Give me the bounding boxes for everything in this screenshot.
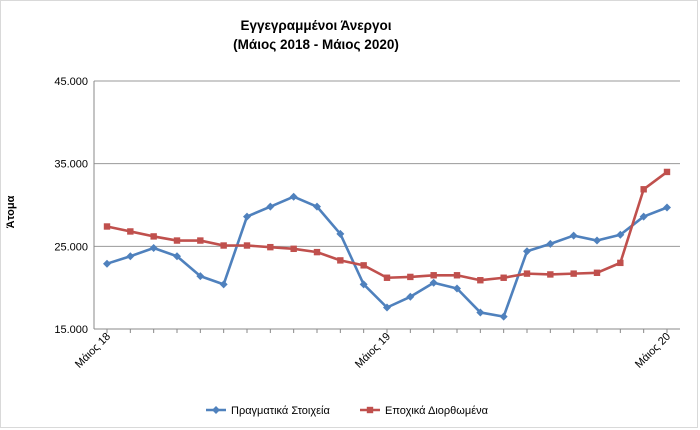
data-point (289, 192, 298, 201)
data-point (569, 231, 578, 240)
x-tick-label: Μάιος 18 (73, 331, 113, 371)
data-point (617, 259, 624, 267)
legend: Πραγματικά Στοιχεία Εποχικά Διορθωμένα (206, 405, 489, 417)
data-point (313, 248, 321, 256)
data-point (523, 270, 531, 277)
data-point (407, 273, 414, 281)
data-point (593, 236, 601, 245)
axes (93, 81, 680, 333)
data-point (173, 252, 181, 261)
data-point (453, 284, 461, 293)
data-point (477, 277, 484, 284)
data-point (383, 274, 391, 281)
data-point (663, 168, 671, 176)
data-point (616, 230, 625, 239)
data-point (197, 237, 204, 244)
gridlines (94, 80, 680, 330)
data-point (430, 272, 437, 279)
series-line (106, 170, 668, 282)
data-point (639, 212, 648, 221)
data-point (337, 257, 344, 264)
data-point (243, 242, 251, 249)
data-point (500, 274, 507, 281)
legend-label: Εποχικά Διορθωμένα (385, 405, 489, 417)
x-tick-labels: Μάιος 18 Μάιος 19 Μάιος 20 (73, 331, 673, 371)
data-point (149, 243, 158, 252)
chart-title: Εγγεγραμμένοι Άνεργοι (241, 18, 392, 33)
data-point (453, 272, 461, 279)
series-line (106, 195, 668, 318)
data-point (663, 203, 671, 212)
x-tick-label: Μάιος 20 (633, 331, 673, 371)
data-point (429, 278, 438, 287)
data-point (290, 245, 297, 253)
data-point (406, 292, 415, 301)
chart-subtitle: (Μάιος 2018 - Μάιος 2020) (233, 37, 399, 52)
data-point (219, 280, 228, 289)
y-tick-label: 25.000 (54, 241, 88, 253)
data-point (336, 229, 345, 238)
data-point (150, 233, 157, 240)
y-tick-label: 45.000 (54, 76, 88, 88)
data-point (523, 247, 531, 256)
data-point (360, 262, 367, 269)
data-point (593, 269, 601, 276)
y-tick-labels: 15.000 25.000 35.000 45.000 (54, 76, 88, 336)
data-point (640, 186, 647, 193)
data-point (546, 239, 555, 248)
series-layer (103, 168, 671, 321)
data-point (266, 202, 275, 211)
data-point (499, 312, 508, 321)
data-point (359, 280, 368, 289)
data-point (267, 243, 274, 251)
data-point (547, 271, 554, 278)
legend-marker (366, 406, 374, 414)
y-tick-label: 15.000 (54, 324, 88, 336)
series-2 (103, 168, 671, 284)
data-point (313, 202, 321, 211)
data-point (220, 242, 227, 249)
data-point (127, 228, 134, 235)
y-tick-label: 35.000 (54, 159, 88, 171)
data-point (570, 270, 577, 277)
legend-marker (212, 406, 220, 414)
y-axis-label: Άτομα (5, 195, 17, 228)
data-point (196, 272, 205, 281)
data-point (476, 308, 485, 317)
legend-label: Πραγματικά Στοιχεία (231, 405, 330, 417)
x-tick-label: Μάιος 19 (353, 331, 393, 371)
data-point (383, 303, 391, 312)
data-point (126, 252, 135, 261)
data-point (103, 223, 111, 230)
data-point (103, 259, 111, 268)
series-1 (103, 192, 671, 321)
data-point (243, 212, 251, 221)
data-point (173, 237, 181, 244)
